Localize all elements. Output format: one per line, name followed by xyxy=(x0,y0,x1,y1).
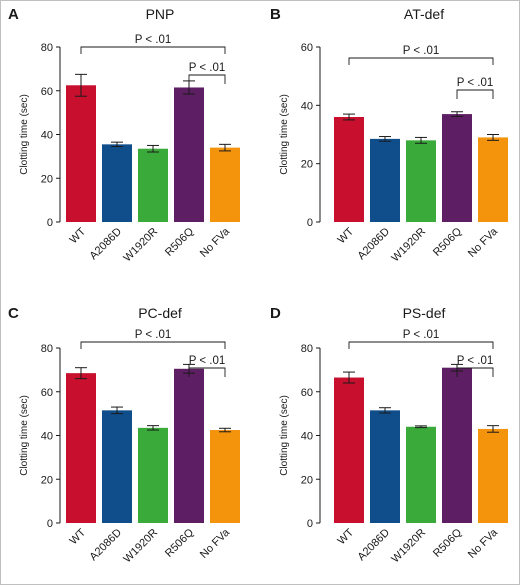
panel-title: AT-def xyxy=(404,6,444,22)
bar-r506q xyxy=(442,114,472,222)
category-label: R506Q xyxy=(431,526,464,559)
bar-wt xyxy=(334,117,364,222)
y-tick-label: 60 xyxy=(41,86,53,98)
category-label: A2086D xyxy=(356,527,393,564)
category-label: W1920R xyxy=(121,527,160,566)
category-label: No FVa xyxy=(466,526,501,561)
y-axis-label: Clotting time (sec) xyxy=(19,395,30,476)
significance-bracket xyxy=(348,341,494,349)
bar-wt xyxy=(66,373,96,523)
bar-r506q xyxy=(442,367,472,523)
bar-no-fva xyxy=(478,428,508,523)
bar-r506q xyxy=(174,87,204,222)
significance-label: P < .01 xyxy=(135,329,172,341)
category-label: A2086D xyxy=(88,226,125,263)
category-label: No FVa xyxy=(198,225,233,260)
significance-bracket xyxy=(80,341,226,349)
category-label: A2086D xyxy=(356,226,393,263)
chart-panel-b: B AT-def Clotting time (sec) 0 20 40 60 WT A2086… xyxy=(270,6,508,264)
y-tick-label: 60 xyxy=(301,387,313,399)
y-tick-label: 0 xyxy=(47,518,53,530)
significance-label: P < .01 xyxy=(457,355,494,367)
significance-bracket xyxy=(348,57,494,65)
category-label: WT xyxy=(68,526,89,547)
chart-panel-a: A PNP Clotting time (sec) 0 20 40 60 80 WT A2086D… xyxy=(8,6,240,264)
significance-label: P < .01 xyxy=(403,329,440,341)
category-label: R506Q xyxy=(163,526,196,559)
panel-letter: D xyxy=(270,305,281,322)
category-label: WT xyxy=(336,526,357,547)
y-tick-label: 0 xyxy=(47,217,53,229)
significance-label: P < .01 xyxy=(457,77,494,89)
panel-title: PS-def xyxy=(403,305,446,321)
y-axis-label: Clotting time (sec) xyxy=(19,94,30,175)
bar-a2086d xyxy=(370,138,400,222)
category-label: WT xyxy=(68,225,89,246)
significance-label: P < .01 xyxy=(403,45,440,57)
bar-w1920r xyxy=(138,427,168,523)
significance-bracket xyxy=(188,367,226,377)
y-tick-label: 40 xyxy=(41,130,53,142)
y-tick-label: 0 xyxy=(307,217,313,229)
chart-panel-d: D PS-def Clotting time (sec) 0 20 40 60 80 WT A20… xyxy=(270,305,508,565)
category-label: R506Q xyxy=(431,225,464,258)
y-axis-label: Clotting time (sec) xyxy=(279,395,290,476)
panel-letter: B xyxy=(270,6,281,23)
panel-letter: C xyxy=(8,305,19,322)
significance-label: P < .01 xyxy=(189,62,226,74)
chart-panel-c: C PC-def Clotting time (sec) 0 20 40 60 80 WT A20… xyxy=(8,305,240,565)
bar-r506q xyxy=(174,368,204,523)
bar-a2086d xyxy=(370,410,400,523)
bar-no-fva xyxy=(478,137,508,222)
category-label: W1920R xyxy=(389,226,428,265)
bar-w1920r xyxy=(406,426,436,523)
y-tick-label: 60 xyxy=(301,42,313,54)
bar-a2086d xyxy=(102,144,132,222)
significance-label: P < .01 xyxy=(189,355,226,367)
y-tick-label: 40 xyxy=(301,100,313,112)
bar-wt xyxy=(66,85,96,222)
y-tick-label: 0 xyxy=(307,518,313,530)
bar-no-fva xyxy=(210,147,240,222)
y-tick-label: 20 xyxy=(41,474,53,486)
category-label: W1920R xyxy=(389,527,428,566)
bar-w1920r xyxy=(406,140,436,222)
significance-bracket xyxy=(188,74,226,84)
y-axis-label: Clotting time (sec) xyxy=(279,94,290,175)
significance-bracket xyxy=(456,89,494,99)
bar-no-fva xyxy=(210,430,240,523)
y-tick-label: 20 xyxy=(301,474,313,486)
y-tick-label: 40 xyxy=(301,431,313,443)
y-tick-label: 20 xyxy=(41,173,53,185)
y-tick-label: 80 xyxy=(41,343,53,355)
significance-bracket xyxy=(456,367,494,377)
category-label: R506Q xyxy=(163,225,196,258)
y-tick-label: 80 xyxy=(301,343,313,355)
panel-letter: A xyxy=(8,6,19,23)
significance-label: P < .01 xyxy=(135,34,172,46)
y-tick-label: 40 xyxy=(41,431,53,443)
category-label: A2086D xyxy=(88,527,125,564)
y-tick-label: 20 xyxy=(301,159,313,171)
bar-w1920r xyxy=(138,148,168,222)
category-label: WT xyxy=(336,225,357,246)
y-tick-label: 60 xyxy=(41,387,53,399)
significance-bracket xyxy=(80,46,226,54)
panel-title: PNP xyxy=(146,6,175,22)
category-label: No FVa xyxy=(466,225,501,260)
bar-a2086d xyxy=(102,410,132,523)
category-label: No FVa xyxy=(198,526,233,561)
bar-wt xyxy=(334,377,364,523)
panel-title: PC-def xyxy=(138,305,182,321)
y-tick-label: 80 xyxy=(41,42,53,54)
category-label: W1920R xyxy=(121,226,160,265)
